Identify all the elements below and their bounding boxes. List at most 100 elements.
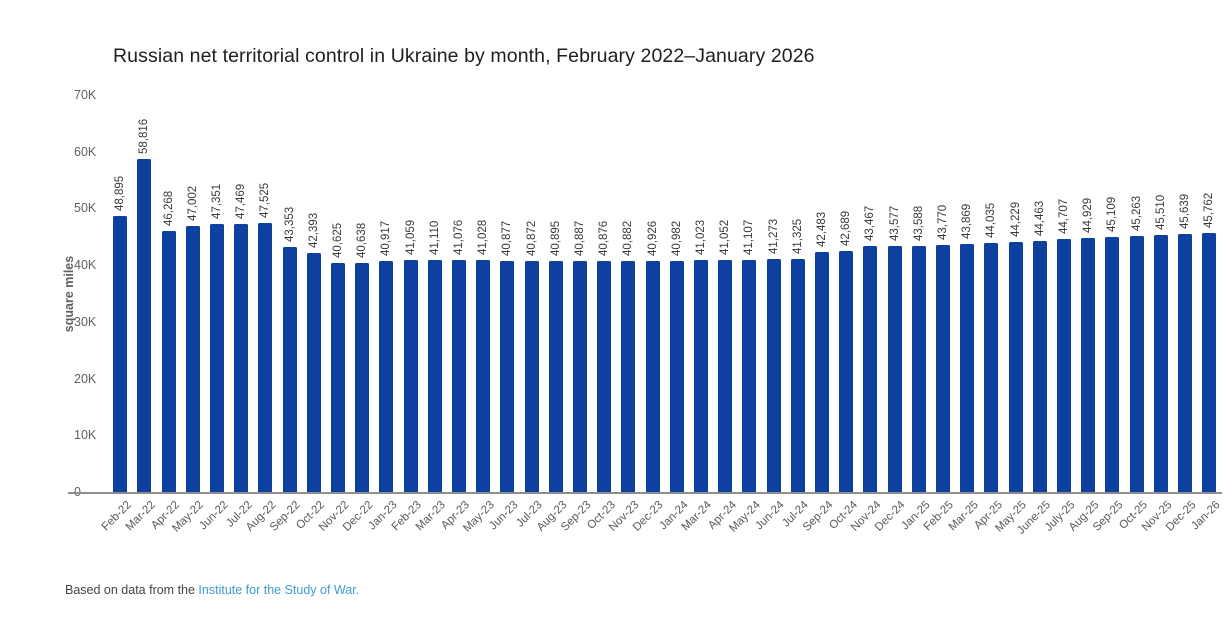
bar [1056, 239, 1071, 492]
bar [1105, 237, 1120, 492]
bar-value-label: 40,876 [598, 220, 611, 257]
bar-value-label: 42,483 [815, 211, 828, 248]
bar-value-label: 40,638 [356, 222, 369, 258]
bar [306, 252, 321, 492]
bar [161, 230, 176, 492]
bar [476, 260, 491, 492]
bar-value-label: 44,707 [1057, 199, 1070, 235]
bar-value-label: 45,762 [1203, 193, 1216, 229]
bar-value-label: 47,525 [259, 183, 272, 219]
y-tick-label: 50K [74, 201, 97, 216]
bar [742, 259, 757, 492]
bar [960, 244, 975, 492]
bar [814, 252, 829, 492]
bar [1202, 233, 1217, 492]
bar [1008, 242, 1023, 492]
bar-value-label: 41,028 [477, 220, 490, 256]
bar [137, 159, 152, 492]
bar-value-label: 43,588 [912, 205, 925, 241]
bar [597, 261, 612, 492]
bar-value-label: 45,510 [1154, 194, 1167, 230]
bar-value-label: 44,463 [1033, 200, 1046, 236]
bar [1032, 240, 1047, 492]
bar-value-label: 44,035 [985, 203, 998, 239]
bar [1177, 234, 1192, 492]
bar-value-label: 41,059 [404, 219, 417, 256]
y-tick-label: 40K [74, 258, 97, 273]
bar-value-label: 40,926 [646, 220, 659, 256]
chart-title: Russian net territorial control in Ukrai… [113, 45, 815, 67]
bar [984, 243, 999, 492]
y-tick-label: 10K [74, 428, 97, 443]
bar [1153, 234, 1168, 492]
bar-value-label: 40,877 [501, 220, 514, 257]
bar [572, 261, 587, 492]
bar-value-label: 41,023 [694, 220, 707, 256]
bar [234, 223, 249, 492]
bar-value-label: 48,895 [114, 175, 127, 211]
bar [113, 215, 128, 492]
bar-value-label: 45,109 [1106, 196, 1119, 233]
bar-value-label: 40,982 [670, 220, 683, 256]
bar-value-label: 46,268 [162, 190, 175, 226]
bar [766, 258, 781, 492]
bar-value-label: 41,107 [743, 219, 756, 255]
bar-value-label: 58,816 [138, 119, 151, 155]
bar [451, 260, 466, 492]
bar-value-label: 44,229 [1009, 201, 1022, 238]
bar [330, 262, 345, 492]
bar-value-label: 47,002 [186, 186, 199, 222]
bar-value-label: 45,263 [1130, 196, 1143, 232]
y-tick-label: 30K [74, 314, 97, 329]
bar [1129, 236, 1144, 492]
bar-value-label: 41,052 [719, 219, 732, 256]
bar-value-label: 43,467 [864, 206, 877, 242]
bar-value-label: 40,872 [525, 221, 538, 257]
bar [258, 223, 273, 492]
bar [185, 226, 200, 492]
bar-value-label: 44,929 [1082, 198, 1095, 234]
bar-value-label: 41,076 [452, 219, 465, 256]
bar [403, 260, 418, 492]
bar [645, 260, 660, 492]
bar-value-label: 40,917 [380, 220, 393, 256]
bar [379, 260, 394, 492]
x-axis-baseline [68, 492, 1222, 494]
bar [935, 244, 950, 492]
bar [911, 245, 926, 492]
bar [355, 262, 370, 492]
bar [427, 259, 442, 492]
bar [621, 261, 636, 492]
bar-value-label: 42,393 [307, 212, 320, 248]
bar-value-label: 47,469 [235, 183, 248, 219]
bar [282, 247, 297, 492]
bar-value-label: 40,887 [573, 220, 586, 257]
bar-value-label: 43,353 [283, 206, 296, 243]
bar-value-label: 45,639 [1178, 193, 1191, 230]
bar [669, 260, 684, 492]
bar-value-label: 42,689 [840, 210, 853, 246]
source-note: Based on data from the Institute for the… [65, 583, 359, 597]
bar [863, 246, 878, 492]
bar [887, 245, 902, 492]
bar-value-label: 41,110 [428, 220, 441, 255]
bar-value-label: 43,869 [961, 204, 974, 240]
bar [839, 250, 854, 492]
bar-value-label: 40,895 [549, 220, 562, 257]
y-tick-label: 60K [74, 144, 97, 159]
source-note-text: Based on data from the [65, 583, 199, 597]
y-tick-label: 70K [74, 88, 97, 102]
bar [524, 261, 539, 492]
source-link[interactable]: Institute for the Study of War. [198, 583, 360, 597]
bar-value-label: 40,882 [622, 220, 635, 257]
bar-value-label: 43,770 [936, 204, 949, 240]
bar-value-label: 43,577 [888, 205, 901, 241]
bar-value-label: 47,351 [210, 184, 223, 220]
bar [548, 261, 563, 492]
bar [500, 261, 515, 492]
bar [718, 260, 733, 492]
bar-value-label: 40,625 [331, 222, 344, 258]
bar-value-label: 41,273 [767, 218, 780, 254]
bar [693, 260, 708, 492]
